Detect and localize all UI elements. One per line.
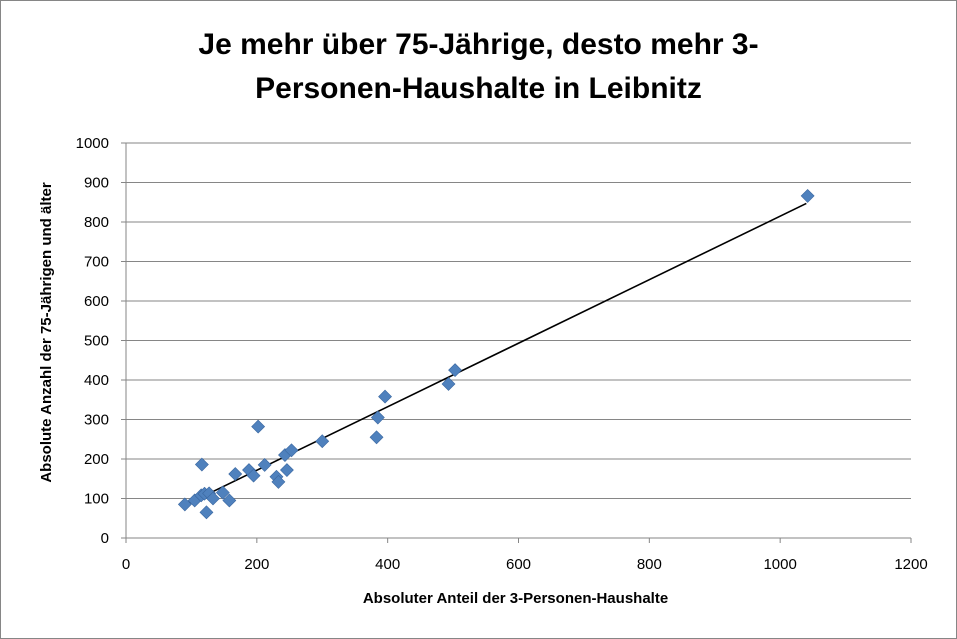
data-point	[228, 467, 243, 481]
data-point	[441, 377, 456, 391]
data-point	[378, 389, 392, 404]
data-point	[194, 457, 209, 472]
trendline-group	[184, 202, 807, 506]
y-tick-label: 1000	[76, 135, 109, 152]
y-tick-label: 800	[84, 214, 109, 231]
x-tick-label: 0	[122, 556, 130, 573]
data-point	[315, 434, 330, 449]
y-tick-label: 300	[84, 412, 109, 429]
data-point	[215, 485, 230, 500]
chart-title-line-1: Je mehr über 75-Jährige, desto mehr 3-	[198, 28, 759, 61]
data-point	[257, 458, 272, 472]
trendline	[184, 202, 807, 506]
y-tick-label: 200	[84, 451, 109, 468]
x-tick-label: 600	[506, 556, 531, 573]
data-point	[251, 419, 266, 434]
x-tick-label: 400	[375, 556, 400, 573]
y-tick-label: 700	[84, 254, 109, 271]
data-point	[222, 493, 237, 508]
x-tick-label: 200	[244, 556, 269, 573]
y-axis-title: Absolute Anzahl der 75-Jährigen und älte…	[38, 182, 55, 482]
data-point	[280, 463, 294, 477]
data-point	[199, 505, 214, 520]
y-tick-label: 400	[84, 372, 109, 389]
data-point	[800, 189, 815, 203]
data-point	[177, 497, 192, 512]
x-axis-title: Absoluter Anteil der 3-Personen-Haushalt…	[363, 590, 668, 607]
y-tick-label: 0	[101, 530, 109, 547]
data-point	[206, 491, 220, 506]
y-tick-labels: 0 100 200 300 400 500 600 700 800 900 1000	[76, 135, 109, 547]
y-tick-label: 600	[84, 293, 109, 310]
chart-title-line-2: Personen-Haushalte in Leibnitz	[255, 72, 702, 105]
x-tick-label: 1200	[894, 556, 927, 573]
chart-title: Je mehr über 75-Jährige, desto mehr 3- P…	[1, 23, 956, 111]
data-point	[284, 443, 299, 458]
data-point	[246, 468, 261, 483]
axes	[121, 142, 912, 543]
data-points	[177, 189, 815, 520]
data-point	[271, 474, 286, 489]
y-tick-label: 500	[84, 333, 109, 350]
x-tick-label: 1000	[763, 556, 796, 573]
y-tick-label: 900	[84, 175, 109, 192]
data-point	[369, 430, 384, 445]
data-point	[448, 363, 462, 378]
data-point	[370, 410, 385, 425]
y-tick-label: 100	[84, 491, 109, 508]
x-tick-labels: 0 200 400 600 800 1000 1200	[122, 556, 928, 573]
x-tick-label: 800	[637, 556, 662, 573]
gridlines	[126, 142, 911, 499]
